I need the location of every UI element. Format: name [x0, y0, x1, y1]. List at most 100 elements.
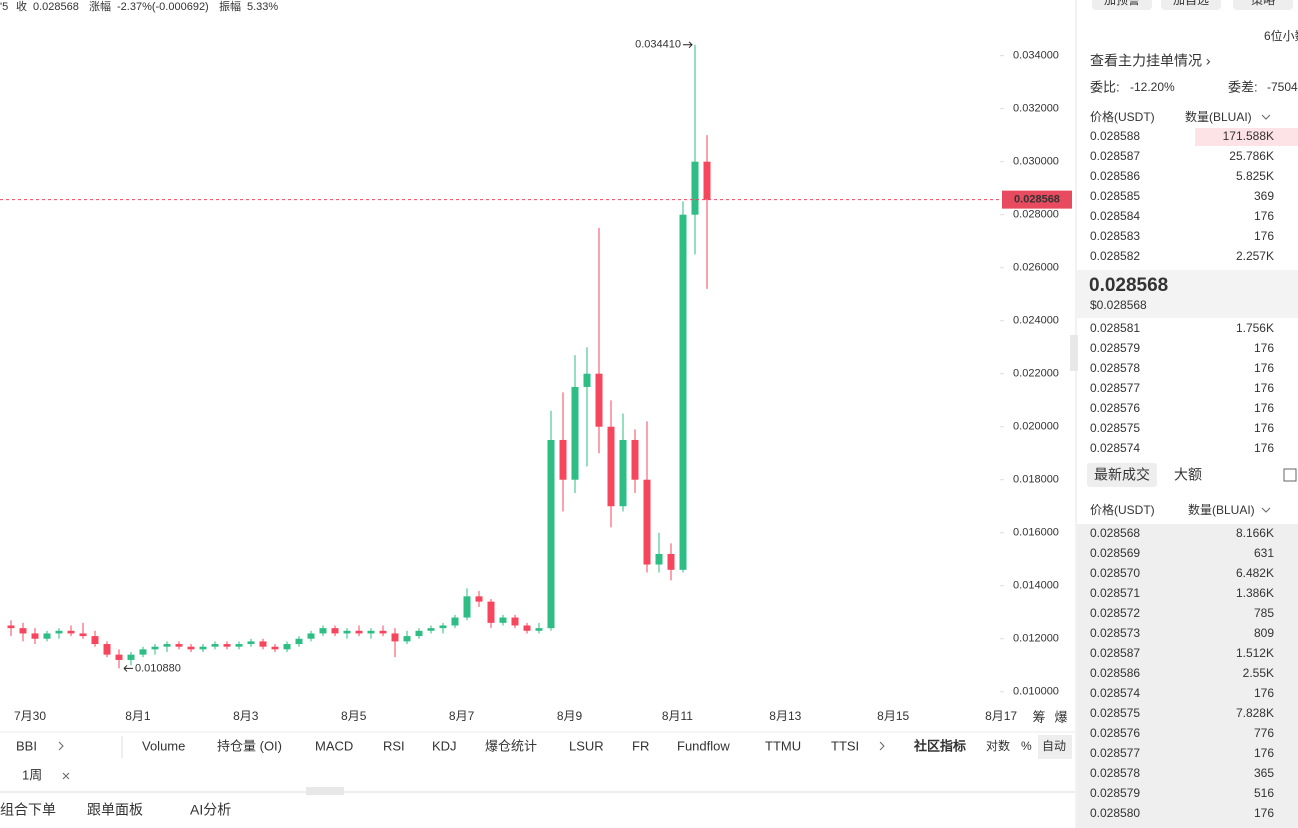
bottom-tab[interactable]: 跟单面板	[87, 802, 143, 818]
indicator-tab[interactable]: Volume	[142, 738, 185, 753]
diff-label: 委差:	[1228, 79, 1258, 94]
candle-body	[139, 649, 147, 655]
bid-qty: 1.756K	[1236, 321, 1274, 335]
top-button[interactable]	[1161, 0, 1221, 10]
y-tick-label: 0.026000	[1013, 262, 1059, 274]
tab-active-bg	[1087, 463, 1157, 487]
period-chip[interactable]: 1周	[22, 767, 42, 782]
bottom-tab[interactable]: 组合下单	[0, 802, 56, 818]
x-axis-tool[interactable]: 爆	[1054, 709, 1067, 724]
candle-body	[103, 644, 111, 655]
trade-qty: 516	[1254, 786, 1274, 800]
top-button[interactable]	[1233, 0, 1293, 10]
indicator-tab[interactable]: 爆仓统计	[485, 738, 537, 753]
y-tick-label: 0.030000	[1013, 156, 1059, 168]
close-icon[interactable]	[62, 772, 70, 780]
ask-qty: 2.257K	[1236, 249, 1274, 263]
trades-tab[interactable]: 大额	[1174, 467, 1202, 483]
indicator-tab[interactable]: FR	[632, 738, 649, 753]
ratio-label: 委比:	[1090, 79, 1120, 94]
indicator-tab[interactable]: 持仓量 (OI)	[217, 738, 282, 753]
indicator-tab[interactable]: TTSI	[831, 738, 859, 753]
candle-body	[223, 644, 231, 647]
indicator-tab[interactable]: MACD	[315, 738, 353, 753]
candle-body	[415, 630, 423, 637]
low-arrow	[123, 665, 133, 672]
candle-body	[91, 636, 99, 645]
header-symbol_tail: '5	[0, 1, 8, 13]
checkbox[interactable]	[1283, 468, 1297, 482]
indicator-tab[interactable]: LSUR	[569, 738, 604, 753]
trades-tab[interactable]: 最新成交	[1094, 467, 1150, 483]
community-indicators[interactable]: 社区指标	[913, 738, 966, 753]
bid-qty: 176	[1254, 381, 1274, 395]
trade-qty: 365	[1254, 766, 1274, 780]
indicator-tab[interactable]: KDJ	[432, 738, 457, 753]
candle-body	[643, 479, 651, 565]
bid-price: 0.028578	[1090, 361, 1140, 375]
candle-body	[439, 625, 447, 629]
log-toggle[interactable]: 对数	[986, 738, 1010, 753]
price-header: 价格(USDT)	[1090, 502, 1155, 517]
trade-price: 0.028571	[1090, 586, 1140, 600]
x-axis-tool[interactable]: 筹	[1032, 709, 1045, 724]
trade-price: 0.028587	[1090, 646, 1140, 660]
x-tick-label: 8月15	[877, 709, 909, 723]
ask-price: 0.028582	[1090, 249, 1140, 263]
depth-bar	[1195, 128, 1298, 146]
indicator-tab[interactable]: BBI	[16, 738, 37, 753]
trade-qty: 176	[1254, 806, 1274, 820]
candle-body	[31, 633, 39, 639]
percent-toggle[interactable]: %	[1021, 739, 1032, 753]
top-button-label[interactable]: 加预警	[1104, 0, 1140, 7]
chevron	[1261, 507, 1271, 513]
trade-price: 0.028576	[1090, 726, 1140, 740]
ask-price: 0.028587	[1090, 149, 1140, 163]
trades-bg	[1077, 524, 1298, 828]
y-tick-label: 0.010000	[1013, 686, 1059, 698]
top-button-label[interactable]: 加自选	[1173, 0, 1209, 7]
trade-price: 0.028579	[1090, 786, 1140, 800]
decimals[interactable]: 6位小数	[1264, 28, 1298, 43]
bottom-tab[interactable]: AI分析	[190, 802, 231, 818]
chevron	[1261, 114, 1271, 120]
y-tick-label: 0.016000	[1013, 527, 1059, 539]
auto-toggle[interactable]: 自动	[1042, 739, 1066, 753]
candle-body	[475, 596, 483, 602]
candle-body	[367, 630, 375, 634]
main-orders-link[interactable]: 查看主力挂单情况 ›	[1090, 53, 1211, 69]
ask-price: 0.028583	[1090, 229, 1140, 243]
resize-handle[interactable]	[306, 787, 344, 795]
indicator-tab[interactable]: RSI	[383, 738, 405, 753]
mid-price: 0.028568	[1089, 275, 1168, 296]
candle-body	[43, 633, 51, 639]
top-button-label[interactable]: 策略	[1251, 0, 1275, 7]
indicator-tab[interactable]: TTMU	[765, 738, 801, 753]
candle-body	[115, 654, 123, 660]
trade-qty: 7.828K	[1236, 706, 1274, 720]
trade-qty: 785	[1254, 606, 1274, 620]
candle-body	[595, 373, 603, 427]
candle-body	[295, 638, 303, 645]
trade-qty: 631	[1254, 546, 1274, 560]
indicator-tab[interactable]: Fundflow	[677, 738, 730, 753]
bid-qty: 176	[1254, 361, 1274, 375]
ask-qty: 171.588K	[1223, 129, 1274, 143]
candle-body	[151, 646, 159, 650]
price-header: 价格(USDT)	[1090, 109, 1155, 124]
candle-body	[619, 439, 627, 507]
candle-body	[667, 553, 675, 570]
header-amplitude: 5.33%	[247, 1, 278, 13]
y-tick-label: 0.018000	[1013, 474, 1059, 486]
low-label: 0.010880	[135, 662, 181, 674]
candle-body	[379, 630, 387, 634]
collapse-handle[interactable]	[1070, 335, 1078, 371]
bid-qty: 176	[1254, 401, 1274, 415]
trade-price: 0.028569	[1090, 546, 1140, 560]
y-tick-label: 0.028000	[1013, 209, 1059, 221]
y-tick-label: 0.014000	[1013, 580, 1059, 592]
top-button[interactable]	[1092, 0, 1152, 10]
candle-body	[607, 426, 615, 507]
header-amplitude_label: 振幅	[219, 0, 241, 13]
candle-body	[319, 628, 327, 634]
